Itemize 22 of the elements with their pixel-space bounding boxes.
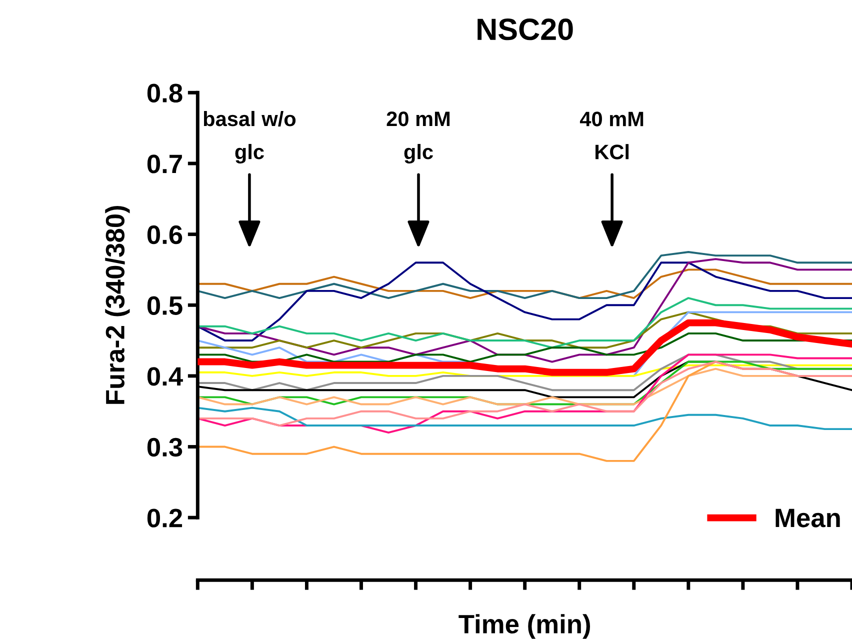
y-tick-label: 0.2 [147, 508, 182, 528]
y-axis-title: Fura-2 (340/380) [105, 206, 130, 404]
annotation: basal w/o glc [204, 110, 296, 164]
annotation: 40 mM KCl [580, 112, 644, 160]
y-tick-label: 0.7 [147, 154, 182, 174]
y-tick-label: 0.8 [147, 84, 182, 102]
line-series [198, 262, 852, 342]
y-tick-label: 0.5 [147, 296, 182, 315]
line-series [198, 364, 852, 377]
x-axis-title: Time (min) [458, 614, 590, 639]
y-tick-label: 0.3 [147, 438, 182, 457]
legend-label: Mean [776, 508, 840, 528]
chart-title: NSC20 [478, 18, 573, 40]
y-tick-label: 0.6 [147, 225, 182, 244]
line-series [198, 406, 852, 430]
line-series [198, 297, 852, 349]
y-tick-label: 0.4 [147, 367, 183, 386]
annotation: 20 mM glc [386, 112, 450, 164]
line-series [198, 268, 852, 300]
line-series [198, 258, 852, 363]
line-series [198, 251, 852, 300]
line-series [198, 360, 852, 426]
